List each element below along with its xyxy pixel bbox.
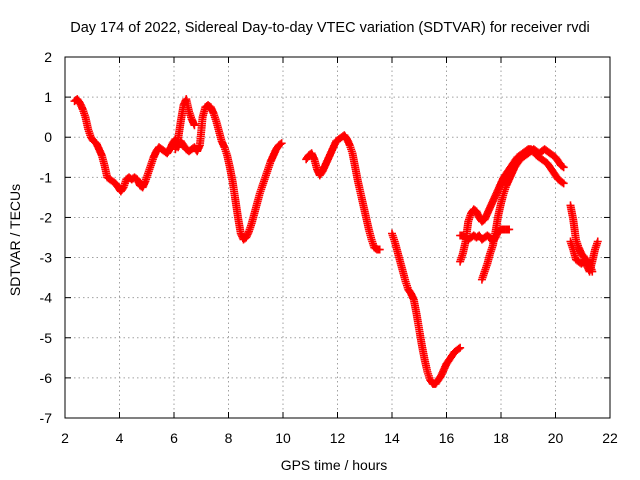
data-point [559,163,568,172]
data-point [456,343,465,352]
y-tick-label: 0 [44,129,52,145]
x-axis-label: GPS time / hours [281,457,388,473]
data-point [276,140,285,149]
series-segment-4-lower [477,145,568,284]
x-tick-label: 4 [116,430,124,446]
y-tick-label: 1 [44,89,52,105]
y-tick-label: -5 [40,330,53,346]
series-segment-5-branch [566,237,597,276]
y-tick-label: 2 [44,49,52,65]
x-tick-labels: 2 4 6 8 10 12 14 16 18 20 22 [61,430,618,446]
data-point [454,344,463,353]
series-segment-3 [388,229,465,388]
x-tick-label: 18 [493,430,509,446]
data-point [558,178,567,187]
y-tick-label: -1 [40,169,53,185]
series-segment-4 [456,145,568,266]
y-tick-label: -2 [40,209,53,225]
x-tick-label: 16 [439,430,455,446]
data-point [505,225,514,234]
y-tick-label: -7 [40,410,53,426]
y-axis-label: SDTVAR / TECUs [7,184,23,296]
data-point [190,121,199,130]
data-point [558,162,567,171]
data-point [277,139,286,148]
data-point [559,179,568,188]
x-tick-label: 8 [225,430,233,446]
y-tick-label: -6 [40,370,53,386]
grid [65,57,610,418]
x-tick-label: 10 [275,430,291,446]
chart-title: Day 174 of 2022, Sidereal Day-to-day VTE… [70,20,590,36]
y-tick-labels: -7 -6 -5 -4 -3 -2 -1 0 1 2 [40,49,53,426]
x-tick-label: 22 [602,430,618,446]
x-tick-label: 2 [61,430,69,446]
y-tick-label: -3 [40,250,53,266]
data-point [593,237,602,246]
data-point [588,267,597,276]
series-segment-1-branch [171,95,199,154]
x-tick-label: 14 [384,430,400,446]
y-tick-label: -4 [40,290,53,306]
x-tick-label: 20 [548,430,564,446]
axis-ticks [64,56,611,419]
data-points [70,95,602,388]
data-point [375,245,384,254]
x-tick-label: 12 [330,430,346,446]
series-segment-2 [302,131,384,254]
x-tick-label: 6 [170,430,178,446]
